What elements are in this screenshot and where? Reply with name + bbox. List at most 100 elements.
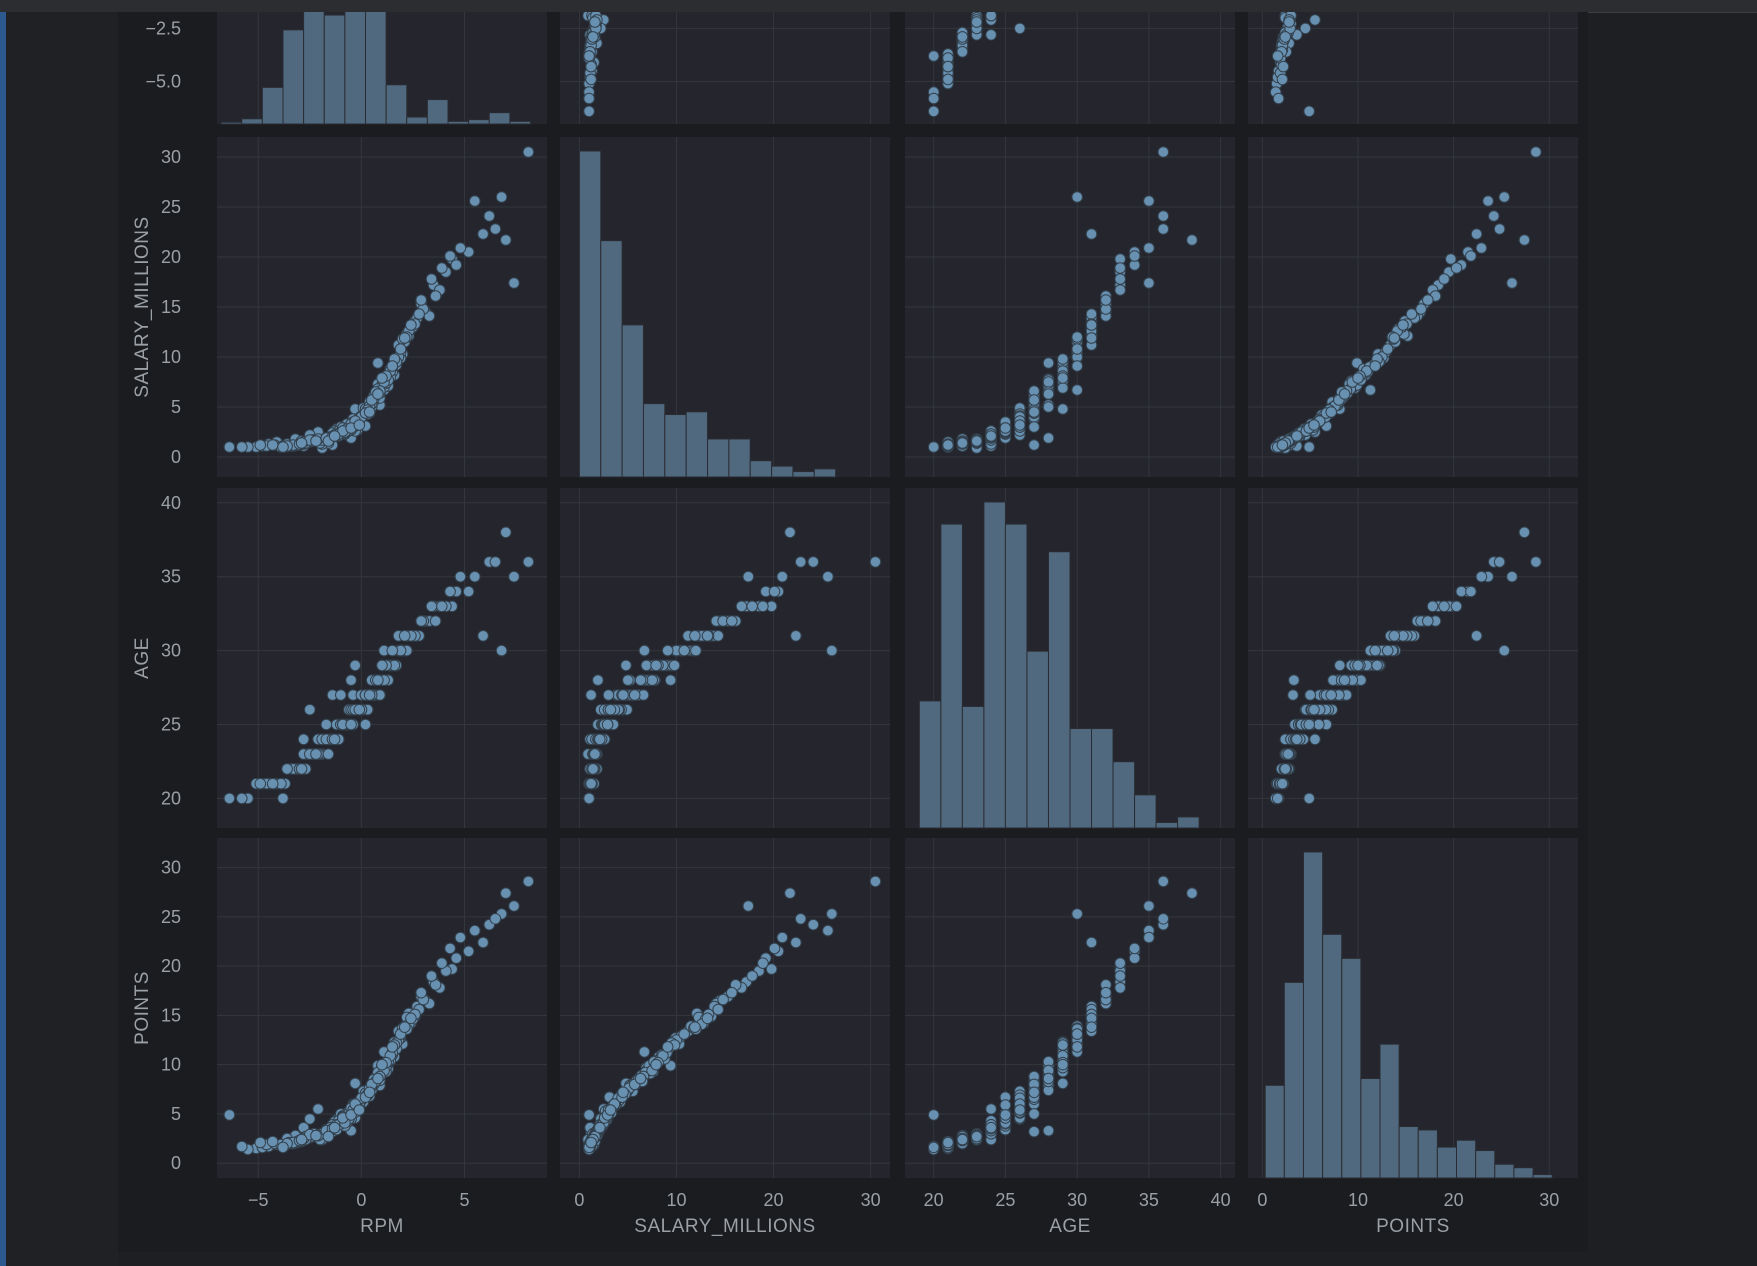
- y-tick-label: 30: [161, 641, 181, 661]
- x-tick-label: 0: [574, 1190, 584, 1210]
- scatter-point: [436, 262, 448, 274]
- scatter-point: [522, 146, 535, 158]
- scatter-point: [690, 644, 702, 657]
- scatter-point: [1475, 242, 1488, 254]
- scatter-point: [768, 942, 781, 955]
- histogram-bar: [600, 240, 623, 478]
- scatter-point: [444, 942, 456, 955]
- scatter-point: [807, 918, 820, 931]
- scatter-point: [1143, 900, 1155, 912]
- scatter-point: [790, 630, 802, 642]
- scatter-point: [328, 733, 341, 746]
- scatter-point: [1506, 277, 1518, 289]
- scatter-point: [650, 659, 662, 672]
- scatter-point: [1071, 1028, 1084, 1040]
- scatter-point: [583, 1109, 595, 1121]
- scatter-point: [1057, 1039, 1069, 1051]
- scatter-point: [604, 703, 617, 716]
- y-tick-label: 0: [171, 1153, 181, 1173]
- histogram-bar: [685, 411, 709, 478]
- scatter-point: [784, 526, 796, 539]
- scatter-point: [757, 957, 769, 970]
- scatter-points-vs-age: [927, 875, 1198, 1156]
- scatter-point: [869, 875, 882, 888]
- scatter-point: [372, 357, 384, 369]
- scatter-point: [1530, 556, 1542, 568]
- scatter-point: [405, 1012, 417, 1025]
- scatter-point: [794, 556, 807, 568]
- scatter-point: [1470, 630, 1483, 642]
- scatter-point: [999, 1109, 1012, 1121]
- scatter-point: [1157, 210, 1170, 222]
- scatter-point: [328, 430, 341, 442]
- scatter-point: [646, 674, 659, 687]
- histogram-bar: [488, 112, 511, 125]
- scatter-point: [1128, 942, 1141, 955]
- scatter-point: [359, 718, 372, 731]
- y-tick-label: 10: [161, 1055, 181, 1075]
- histogram-bar: [1302, 851, 1324, 1179]
- scatter-point: [386, 360, 399, 372]
- scatter-point: [585, 60, 597, 73]
- scatter-point: [956, 31, 969, 43]
- scatter-point: [1426, 600, 1439, 613]
- scatter-point: [295, 437, 308, 449]
- scatter-age-vs-rpm: [223, 526, 535, 805]
- scatter-point: [1450, 600, 1463, 613]
- scatter-point: [1498, 644, 1511, 657]
- scatter-point: [617, 1086, 629, 1099]
- histogram-bar: [642, 403, 666, 478]
- x-tick-label: 20: [924, 1190, 944, 1210]
- scatter-point: [345, 674, 357, 687]
- scatter-point: [1450, 262, 1463, 274]
- scatter-point: [1128, 250, 1141, 262]
- histogram-bar: [749, 460, 773, 478]
- scatter-point: [1114, 970, 1127, 982]
- histogram-bar: [961, 705, 985, 829]
- histogram-bar: [664, 414, 687, 478]
- y-tick-label: −5.0: [145, 72, 181, 92]
- scatter-point: [1291, 733, 1303, 746]
- scatter-point: [223, 1109, 236, 1121]
- scatter-point: [1369, 360, 1381, 372]
- scatter-age-vs-points: [1269, 526, 1542, 805]
- scatter-point: [664, 674, 677, 687]
- x-tick-label: 35: [1139, 1190, 1159, 1210]
- histogram-bar: [771, 465, 794, 478]
- gridlines-1-3: [1248, 137, 1578, 477]
- scatter-point: [1114, 262, 1127, 274]
- scatter-point: [236, 1140, 248, 1153]
- scatter-point: [1371, 659, 1383, 672]
- scatter-point: [1338, 674, 1351, 687]
- scatter-point: [322, 1130, 335, 1143]
- scatter-point: [1028, 421, 1040, 433]
- histogram-bar: [918, 700, 942, 829]
- scatter-point: [1279, 31, 1292, 43]
- scatter-point: [1309, 14, 1321, 26]
- scatter-point: [594, 733, 606, 746]
- scatter-point: [1085, 308, 1098, 320]
- scatter-point: [594, 1121, 606, 1134]
- scatter-point: [322, 748, 335, 760]
- scatter-point: [678, 1028, 691, 1040]
- scatter-point: [1276, 439, 1289, 451]
- scatter-point: [587, 763, 599, 775]
- scatter-point: [1100, 986, 1112, 999]
- scatter-point: [583, 792, 595, 805]
- scatter-point: [1128, 952, 1141, 965]
- scatter-point: [583, 92, 595, 105]
- x-axis-label-rpm: RPM: [360, 1216, 404, 1237]
- scatter-point: [1334, 659, 1346, 672]
- scatter-point: [335, 689, 347, 701]
- scatter-point: [1186, 887, 1198, 900]
- scatter-point: [985, 29, 997, 41]
- scatter-point: [661, 644, 674, 657]
- scatter-point: [1309, 733, 1321, 746]
- scatter-point: [661, 1041, 674, 1053]
- scatter-point: [1303, 441, 1315, 453]
- scatter-point: [353, 1104, 366, 1116]
- y-tick-label: 10: [161, 347, 181, 367]
- scatter-point: [1014, 1104, 1026, 1116]
- scatter-point: [1422, 615, 1434, 627]
- scatter-point: [826, 644, 838, 657]
